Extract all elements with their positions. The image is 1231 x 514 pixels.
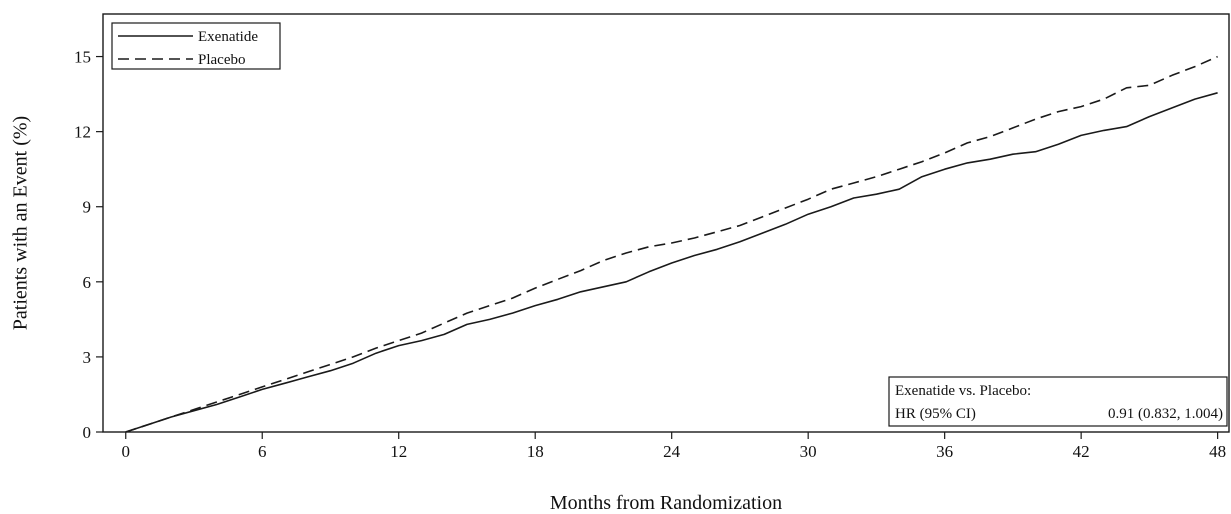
- y-tick-label: 6: [83, 273, 92, 292]
- y-tick-label: 15: [74, 48, 91, 67]
- y-axis-ticks: 0 3 6 9 12 15: [74, 48, 103, 442]
- x-tick-label: 30: [800, 442, 817, 461]
- y-tick-label: 0: [83, 423, 92, 442]
- series-layer: [125, 55, 1218, 433]
- legend: Exenatide Placebo: [111, 22, 281, 70]
- series-line-exenatide: [125, 92, 1218, 433]
- x-tick-label: 42: [1073, 442, 1090, 461]
- y-tick-label: 3: [83, 348, 92, 367]
- y-tick-label: 9: [83, 198, 92, 217]
- legend-box: [111, 22, 281, 70]
- x-tick-label: 48: [1209, 442, 1226, 461]
- y-tick-label: 12: [74, 123, 91, 142]
- hazard-ratio-label: HR (95% CI): [895, 406, 976, 422]
- x-tick-label: 6: [258, 442, 267, 461]
- x-tick-label: 18: [527, 442, 544, 461]
- series-line-placebo: [125, 55, 1218, 433]
- y-axis-title: Patients with an Event (%): [10, 116, 32, 330]
- plot-frame: [102, 13, 1230, 433]
- x-tick-label: 36: [936, 442, 953, 461]
- hazard-ratio-value: 0.91 (0.832, 1.004): [1108, 406, 1223, 422]
- legend-label-exenatide: Exenatide: [198, 29, 258, 45]
- hazard-ratio-heading: Exenatide vs. Placebo:: [895, 383, 1031, 399]
- hazard-ratio-frame: [888, 376, 1228, 427]
- x-axis-ticks: 0 6 12 18 24 30 36 42 48: [121, 432, 1226, 461]
- x-tick-label: 24: [663, 442, 681, 461]
- x-axis-title: Months from Randomization: [550, 492, 782, 514]
- legend-label-placebo: Placebo: [198, 52, 245, 68]
- x-tick-label: 12: [390, 442, 407, 461]
- x-tick-label: 0: [121, 442, 130, 461]
- hazard-ratio-box: Exenatide vs. Placebo: HR (95% CI) 0.91 …: [888, 376, 1228, 427]
